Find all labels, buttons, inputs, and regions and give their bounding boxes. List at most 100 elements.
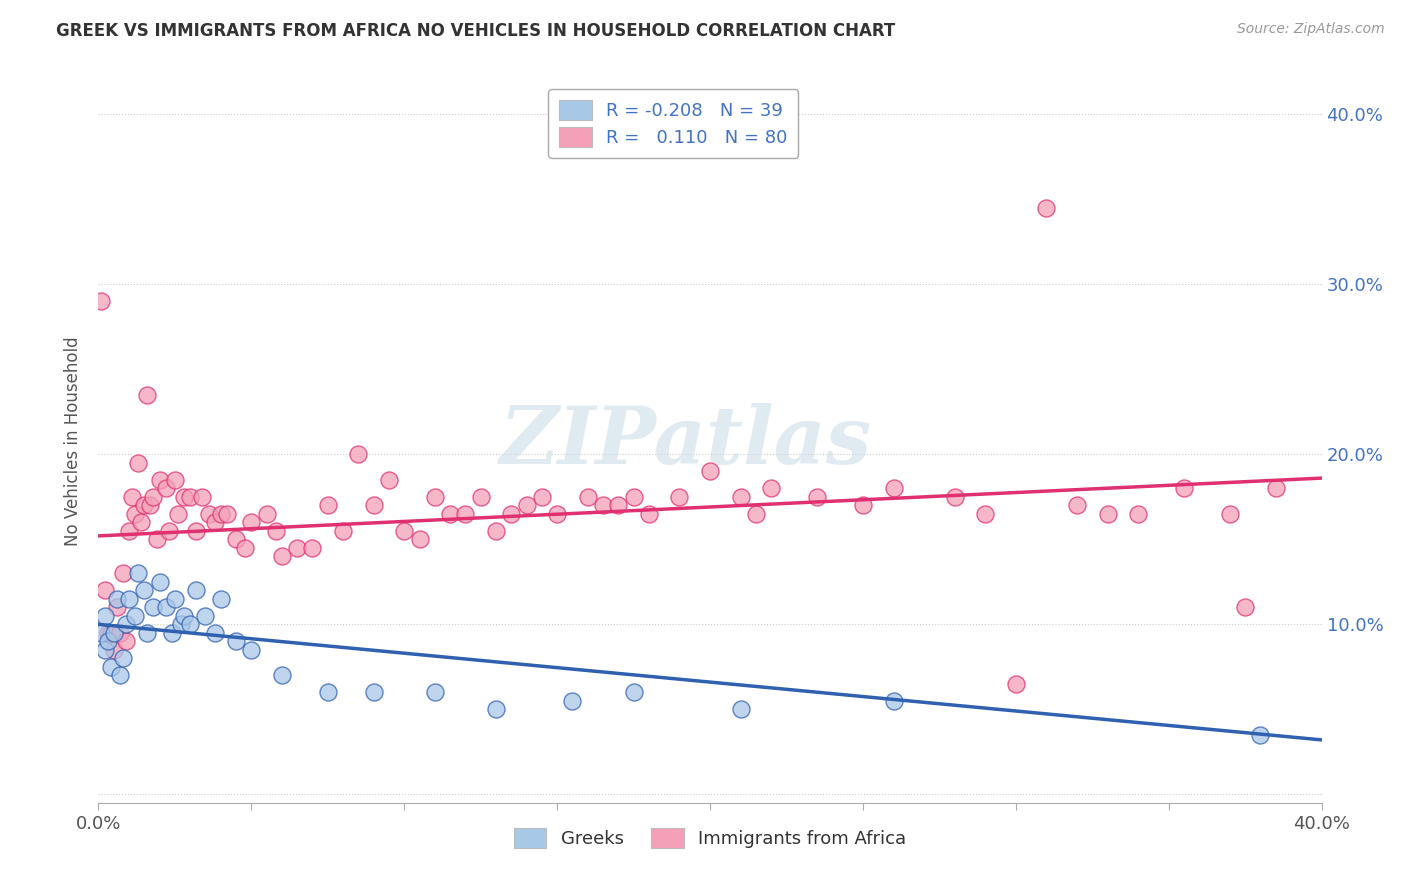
Point: [730, 490, 752, 504]
Y-axis label: No Vehicles in Household: No Vehicles in Household: [65, 336, 83, 547]
Point: [501, 507, 523, 521]
Point: [118, 524, 141, 538]
Point: [759, 481, 782, 495]
Point: [209, 507, 232, 521]
Text: Source: ZipAtlas.com: Source: ZipAtlas.com: [1237, 22, 1385, 37]
Point: [470, 490, 492, 504]
Point: [623, 490, 645, 504]
Point: [363, 498, 385, 512]
Point: [194, 608, 217, 623]
Point: [97, 634, 120, 648]
Point: [134, 583, 156, 598]
Point: [215, 507, 238, 521]
Point: [1173, 481, 1195, 495]
Point: [1035, 201, 1057, 215]
Point: [93, 642, 115, 657]
Point: [1097, 507, 1119, 521]
Point: [233, 541, 256, 555]
Point: [115, 617, 138, 632]
Point: [93, 583, 115, 598]
Point: [170, 617, 193, 632]
Point: [454, 507, 477, 521]
Point: [105, 591, 128, 606]
Point: [157, 524, 180, 538]
Point: [316, 685, 339, 699]
Point: [439, 507, 461, 521]
Point: [163, 473, 186, 487]
Point: [1219, 507, 1241, 521]
Point: [806, 490, 828, 504]
Point: [225, 634, 247, 648]
Point: [623, 685, 645, 699]
Point: [160, 625, 183, 640]
Point: [408, 533, 430, 547]
Point: [103, 625, 125, 640]
Point: [142, 490, 165, 504]
Point: [124, 507, 146, 521]
Point: [240, 516, 263, 530]
Point: [943, 490, 966, 504]
Point: [546, 507, 568, 521]
Point: [530, 490, 553, 504]
Point: [209, 591, 232, 606]
Point: [142, 600, 165, 615]
Point: [730, 702, 752, 716]
Point: [852, 498, 875, 512]
Point: [100, 625, 122, 640]
Point: [145, 533, 167, 547]
Point: [285, 541, 308, 555]
Point: [264, 524, 287, 538]
Point: [1249, 728, 1271, 742]
Point: [105, 600, 128, 615]
Point: [1066, 498, 1088, 512]
Point: [363, 685, 385, 699]
Point: [124, 608, 146, 623]
Point: [332, 524, 354, 538]
Point: [561, 694, 583, 708]
Point: [637, 507, 661, 521]
Point: [103, 642, 125, 657]
Point: [136, 388, 159, 402]
Point: [111, 566, 134, 581]
Point: [204, 625, 226, 640]
Point: [592, 498, 614, 512]
Point: [90, 625, 112, 640]
Point: [121, 490, 143, 504]
Point: [127, 566, 149, 581]
Point: [668, 490, 690, 504]
Point: [204, 516, 226, 530]
Point: [485, 702, 508, 716]
Point: [191, 490, 214, 504]
Point: [149, 473, 172, 487]
Point: [167, 507, 190, 521]
Text: ZIPatlas: ZIPatlas: [499, 403, 872, 480]
Point: [270, 668, 292, 682]
Point: [136, 625, 159, 640]
Point: [155, 481, 177, 495]
Point: [745, 507, 768, 521]
Legend: Greeks, Immigrants from Africa: Greeks, Immigrants from Africa: [506, 821, 914, 855]
Point: [392, 524, 416, 538]
Point: [225, 533, 247, 547]
Point: [240, 642, 263, 657]
Point: [90, 294, 112, 309]
Point: [256, 507, 278, 521]
Point: [111, 651, 134, 665]
Point: [423, 490, 446, 504]
Point: [139, 498, 162, 512]
Point: [699, 464, 721, 478]
Point: [316, 498, 339, 512]
Point: [576, 490, 599, 504]
Point: [118, 591, 141, 606]
Point: [1128, 507, 1150, 521]
Point: [1264, 481, 1286, 495]
Point: [179, 617, 201, 632]
Point: [173, 490, 195, 504]
Point: [108, 668, 131, 682]
Point: [197, 507, 219, 521]
Point: [173, 608, 195, 623]
Point: [516, 498, 538, 512]
Point: [270, 549, 292, 564]
Point: [883, 481, 905, 495]
Point: [378, 473, 401, 487]
